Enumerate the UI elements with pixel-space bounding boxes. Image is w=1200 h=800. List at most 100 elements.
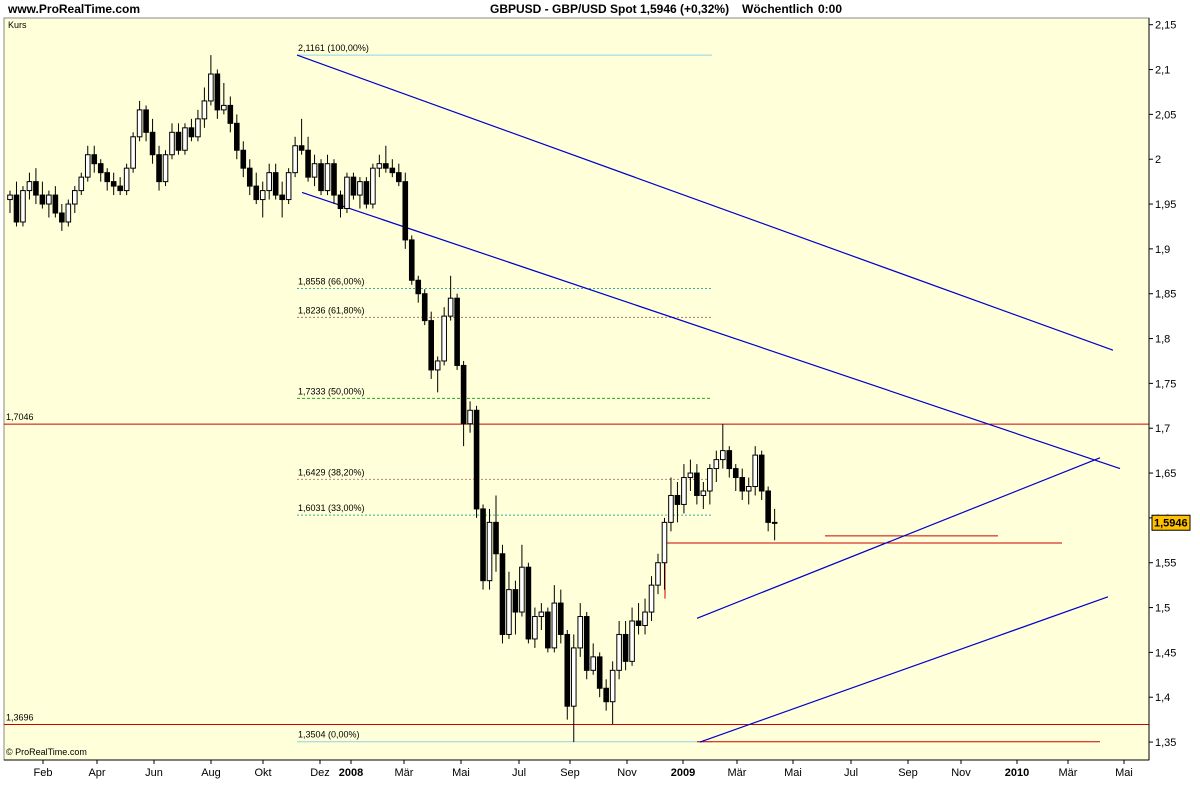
candle-body bbox=[208, 73, 214, 102]
fib-label: 2,1161 (100,00%) bbox=[298, 43, 369, 53]
candle-body bbox=[396, 172, 402, 183]
period-label: Wöchentlich bbox=[742, 2, 813, 16]
plot-area[interactable] bbox=[3, 17, 1150, 761]
candle-body bbox=[765, 490, 771, 523]
candle-body bbox=[460, 364, 467, 425]
candle-body bbox=[506, 589, 512, 635]
panel-label: Kurs bbox=[8, 20, 27, 30]
candle-body bbox=[512, 589, 519, 613]
y-tick-label: 1,65 bbox=[1155, 468, 1176, 480]
x-tick-label: Mai bbox=[1115, 767, 1133, 779]
candle-body bbox=[519, 566, 525, 613]
candle-body bbox=[130, 136, 136, 169]
x-tick-label: Jun bbox=[145, 767, 163, 779]
candle-body bbox=[84, 154, 91, 178]
x-axis: Feb Apr Jun Aug Okt Dez 2008 Mär Mai Jul Sep Nov 200… bbox=[4, 759, 1149, 779]
candle-body bbox=[39, 194, 46, 205]
candle-body bbox=[758, 454, 765, 492]
candle-body bbox=[402, 181, 409, 241]
level-label: 1,3696 bbox=[6, 712, 34, 722]
site-url[interactable]: www.ProRealTime.com bbox=[7, 2, 140, 16]
candle-body bbox=[246, 167, 253, 187]
candle-body bbox=[123, 167, 130, 192]
candle-body bbox=[603, 687, 609, 703]
candle-body bbox=[732, 468, 739, 479]
candle-body bbox=[415, 279, 422, 295]
candle-body bbox=[97, 163, 104, 174]
fib-label: 1,8236 (61,80%) bbox=[298, 305, 365, 315]
candle-body bbox=[91, 154, 98, 165]
candle-body bbox=[59, 212, 65, 223]
candle-body bbox=[590, 656, 597, 671]
y-tick-label: 1,8 bbox=[1155, 334, 1170, 346]
candle-body bbox=[214, 73, 221, 111]
candle-body bbox=[726, 450, 733, 470]
y-tick-label: 1,75 bbox=[1155, 378, 1176, 390]
candle-body bbox=[46, 194, 52, 205]
candle-body bbox=[635, 620, 642, 626]
candle-body bbox=[655, 562, 661, 586]
candle-body bbox=[13, 194, 20, 223]
candle-body bbox=[331, 163, 337, 196]
candle-body bbox=[149, 131, 156, 156]
horizontal-levels bbox=[4, 423, 1149, 743]
candle-body bbox=[253, 185, 260, 201]
level-labels: 1,7046 1,3696 bbox=[6, 412, 34, 722]
candle-body bbox=[292, 145, 298, 174]
candle-body bbox=[65, 203, 72, 223]
y-tick-label: 2 bbox=[1155, 154, 1161, 166]
x-tick-label: Mai bbox=[784, 767, 802, 779]
candle-body bbox=[583, 616, 590, 671]
trend-line bbox=[296, 54, 1114, 351]
candle-body bbox=[473, 409, 480, 510]
y-tick-label: 2,05 bbox=[1155, 109, 1176, 121]
candle-body bbox=[318, 163, 324, 192]
candle-body bbox=[629, 620, 635, 662]
candle-body bbox=[143, 109, 149, 133]
candle-body bbox=[195, 118, 201, 138]
candle-body bbox=[104, 172, 111, 183]
y-tick-label: 1,4 bbox=[1155, 692, 1170, 704]
last-price-marker: 1,5946 bbox=[1151, 514, 1191, 531]
fibonacci-levels: 2,1161 (100,00%) 1,8558 (66,00%) 1,8236 (6… bbox=[297, 43, 712, 743]
x-tick-label: Mär bbox=[395, 767, 414, 779]
candle-body bbox=[700, 490, 707, 496]
x-tick-label: Jul bbox=[844, 767, 858, 779]
candle-body bbox=[370, 167, 376, 205]
candle-body bbox=[221, 104, 227, 111]
copyright: © ProRealTime.com bbox=[6, 747, 87, 757]
candle-body bbox=[609, 669, 616, 703]
candle-body bbox=[350, 176, 357, 196]
candle-body bbox=[311, 163, 318, 178]
candle-body bbox=[52, 194, 59, 214]
fib-label: 1,6429 (38,20%) bbox=[298, 467, 365, 477]
candle-body bbox=[739, 477, 746, 492]
candle-body bbox=[694, 472, 700, 496]
x-tick-label: Mai bbox=[452, 767, 470, 779]
x-tick-label: Nov bbox=[617, 767, 637, 779]
x-tick-label: Aug bbox=[201, 767, 221, 779]
candle-body bbox=[648, 584, 655, 613]
candle-body bbox=[661, 521, 668, 564]
candle-body bbox=[26, 181, 33, 192]
y-tick-label: 1,45 bbox=[1155, 647, 1176, 659]
candle-body bbox=[337, 194, 344, 210]
trend-line bbox=[301, 191, 1121, 470]
fib-label: 1,6031 (33,00%) bbox=[298, 503, 365, 513]
candle-body bbox=[447, 297, 454, 317]
candle-body bbox=[33, 181, 39, 196]
candle-body bbox=[480, 508, 486, 582]
candle-body bbox=[570, 647, 577, 707]
candle-body bbox=[272, 172, 279, 196]
candles bbox=[7, 55, 778, 743]
candle-body bbox=[428, 320, 434, 371]
y-tick-label: 1,95 bbox=[1155, 199, 1176, 211]
candle-body bbox=[363, 181, 370, 205]
time-label: 0:00 bbox=[818, 2, 842, 16]
candle-body bbox=[162, 154, 169, 183]
candle-body bbox=[305, 149, 311, 178]
candle-body bbox=[752, 454, 759, 488]
candle-body bbox=[577, 616, 584, 649]
candle-body bbox=[324, 163, 331, 192]
